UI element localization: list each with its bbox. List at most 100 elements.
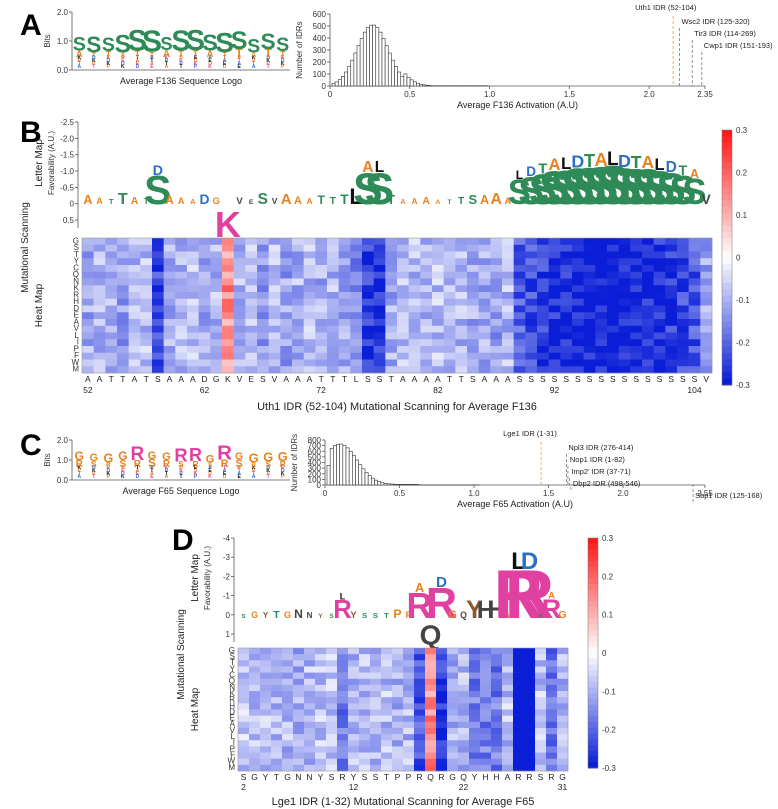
heatmap-cell	[677, 332, 689, 340]
heatmap-cell	[525, 278, 538, 286]
sequence-residue: S	[470, 374, 476, 384]
logo-letter: G	[162, 451, 171, 463]
heatmap-cell	[557, 758, 569, 766]
colorbar-step	[722, 219, 732, 227]
heatmap-cell	[210, 258, 223, 266]
logo-letter: S	[247, 36, 260, 57]
heatmap-cell	[447, 709, 459, 716]
heatmap-cell	[403, 746, 415, 753]
letter-map-letter: A	[505, 612, 510, 620]
heatmap-cell	[315, 678, 327, 686]
heatmap-cell	[414, 678, 426, 686]
heatmap-cell	[491, 654, 503, 661]
heatmap-cell	[513, 265, 526, 273]
colorbar-step	[722, 225, 732, 233]
heatmap-cell	[82, 251, 94, 259]
heatmap-cell	[525, 339, 538, 347]
heatmap-cell	[403, 697, 415, 704]
heatmap-cell	[469, 764, 481, 772]
heatmap-cell	[467, 312, 479, 320]
heatmap-cell	[467, 346, 479, 354]
heatmap-cell	[560, 366, 573, 374]
heatmap-cell	[105, 339, 118, 347]
sequence-position: 62	[200, 385, 210, 395]
heatmap-cell	[560, 271, 573, 279]
colorbar-step	[588, 722, 598, 729]
heatmap-cell	[447, 703, 459, 710]
heatmap-cell	[385, 366, 398, 374]
sequence-residue: V	[237, 374, 243, 384]
heatmap-cell	[233, 251, 246, 259]
heatmap-cell	[546, 684, 558, 692]
heatmap-cell	[304, 697, 316, 704]
heatmap-cell	[618, 278, 631, 286]
letter-map-letter: D	[199, 191, 209, 207]
logo-letter: K	[266, 468, 270, 474]
hist-ytick-label: 300	[308, 464, 322, 473]
heatmap-cell	[397, 366, 409, 374]
heatmap-cell	[280, 285, 293, 293]
heatmap-cell	[630, 305, 643, 313]
heatmap-cell	[392, 697, 404, 704]
heatmap-cell	[537, 238, 549, 246]
heatmap-cell	[128, 292, 141, 300]
heatmap-cell	[557, 709, 569, 716]
heatmap-cell	[467, 258, 479, 266]
hist-annotation: Dbp2 IDR (498-546)	[573, 479, 641, 488]
heatmap-cell	[327, 325, 339, 333]
heatmap-row-label: I	[77, 338, 79, 347]
logo-letter: K	[165, 465, 169, 471]
letter-map-letter: S	[619, 159, 652, 215]
heatmap-cell	[348, 684, 360, 692]
heatmap-cell	[458, 709, 470, 716]
heatmap-cell	[338, 238, 351, 246]
heatmap-cell	[458, 703, 470, 710]
heatmap-cell	[455, 278, 468, 286]
heatmap-cell	[260, 684, 272, 692]
heatmap-cell	[292, 298, 304, 306]
heatmap-cell	[420, 312, 433, 320]
heatmap-cell	[175, 265, 188, 273]
heatmap-cell	[282, 654, 294, 661]
heatmap-cell	[350, 258, 363, 266]
heatmap-cell	[233, 285, 246, 293]
heatmap-cell	[535, 734, 547, 741]
hist-ytick-label: 0	[322, 82, 327, 91]
heatmap-cell	[260, 697, 272, 704]
heatmap-cell	[560, 278, 573, 286]
heatmap-cell	[677, 271, 689, 279]
heatmap-cell	[469, 758, 481, 766]
heatmap-cell	[117, 319, 129, 327]
heatmap-cell	[443, 285, 456, 293]
heatmap-cell	[327, 238, 339, 246]
heatmap-cell	[403, 721, 415, 729]
heatmap-cell	[362, 325, 374, 333]
heatmap-cell	[152, 305, 164, 313]
colorbar-step	[722, 174, 732, 182]
heatmap-cell	[443, 332, 456, 340]
colorbar-step	[588, 699, 598, 706]
heatmap-cell	[210, 285, 223, 293]
heatmap-cell	[187, 305, 199, 313]
heatmap-cell	[630, 278, 643, 286]
heatmap-cell	[513, 258, 526, 266]
heatmap-cell	[642, 325, 654, 333]
letter-map-letter: S	[631, 159, 664, 215]
heatmap-cell	[642, 366, 654, 374]
hist-bar	[412, 81, 417, 87]
heatmap-cell	[408, 258, 421, 266]
logo-letter: K	[208, 474, 212, 480]
sequence-residue: S	[260, 374, 266, 384]
heatmap-cell	[618, 339, 631, 347]
sequence-residue: R	[416, 772, 422, 782]
logo-letter: K	[77, 465, 81, 471]
heatmap-cell	[93, 339, 106, 347]
heatmap-cell	[455, 251, 468, 259]
heatmap-cell	[572, 325, 584, 333]
heatmap-cell	[373, 285, 386, 293]
logo-letter: P	[92, 61, 96, 67]
heatmap-cell	[583, 265, 596, 273]
logo-letter: D	[121, 61, 125, 67]
heatmap-cell	[385, 244, 398, 252]
heatmap-cell	[548, 285, 561, 293]
